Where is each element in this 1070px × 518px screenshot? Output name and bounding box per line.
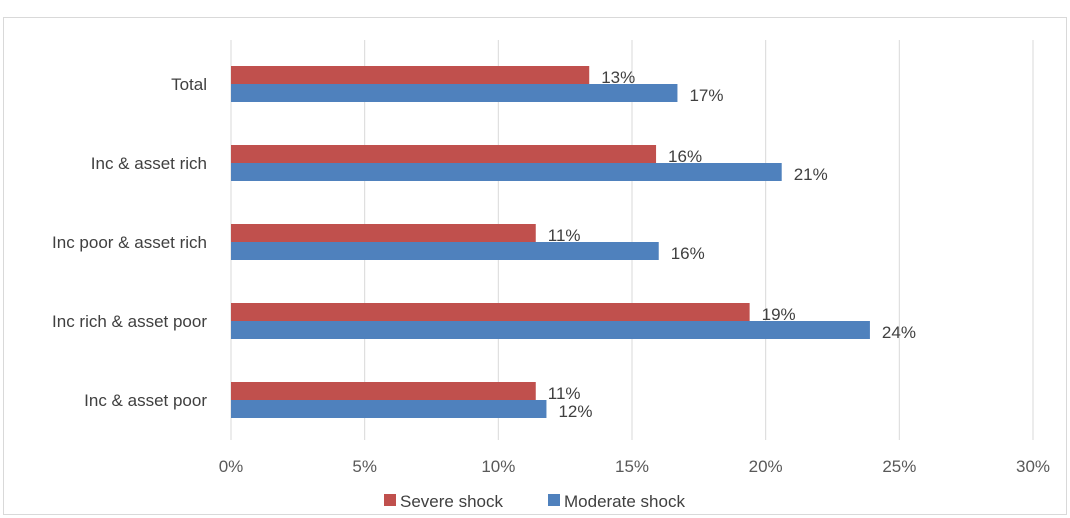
data-labels: 13%17%16%21%11%16%19%24%11%12% — [548, 68, 916, 421]
data-label: 24% — [882, 323, 916, 342]
bar-moderate — [231, 321, 870, 339]
x-tick-label: 25% — [882, 457, 916, 476]
bars — [231, 66, 870, 418]
x-tick-label: 0% — [219, 457, 244, 476]
bar-moderate — [231, 242, 659, 260]
x-tick-label: 10% — [481, 457, 515, 476]
data-label: 21% — [794, 165, 828, 184]
category-label: Total — [171, 75, 207, 94]
bar-severe — [231, 145, 657, 163]
gridlines — [230, 40, 1034, 440]
legend[interactable]: Severe shock Moderate shock — [384, 492, 685, 511]
data-label: 11% — [548, 226, 581, 245]
data-label: 12% — [558, 402, 592, 421]
data-label: 19% — [762, 305, 796, 324]
data-label: 16% — [671, 244, 705, 263]
category-label: Inc & asset rich — [91, 154, 207, 173]
bar-moderate — [231, 84, 678, 102]
x-tick-labels: 0% 5% 10% 15% 20% 25% 30% — [219, 457, 1050, 476]
legend-label-moderate: Moderate shock — [564, 492, 685, 511]
category-label: Inc & asset poor — [84, 391, 207, 410]
category-labels: Total Inc & asset rich Inc poor & asset ri… — [52, 75, 207, 410]
bar-severe — [231, 382, 536, 400]
data-label: 17% — [689, 86, 723, 105]
legend-swatch-moderate — [548, 494, 560, 506]
legend-label-severe: Severe shock — [400, 492, 503, 511]
x-tick-label: 30% — [1016, 457, 1050, 476]
category-label: Inc poor & asset rich — [52, 233, 207, 252]
data-label: 16% — [668, 147, 702, 166]
bar-severe — [231, 303, 750, 321]
x-tick-label: 15% — [615, 457, 649, 476]
bar-severe — [231, 66, 590, 84]
bar-moderate — [231, 400, 547, 418]
legend-swatch-severe — [384, 494, 396, 506]
x-tick-label: 5% — [352, 457, 377, 476]
data-label: 13% — [601, 68, 635, 87]
data-label: 11% — [548, 384, 581, 403]
x-tick-label: 20% — [749, 457, 783, 476]
category-label: Inc rich & asset poor — [52, 312, 207, 331]
bar-moderate — [231, 163, 782, 181]
bar-severe — [231, 224, 536, 242]
